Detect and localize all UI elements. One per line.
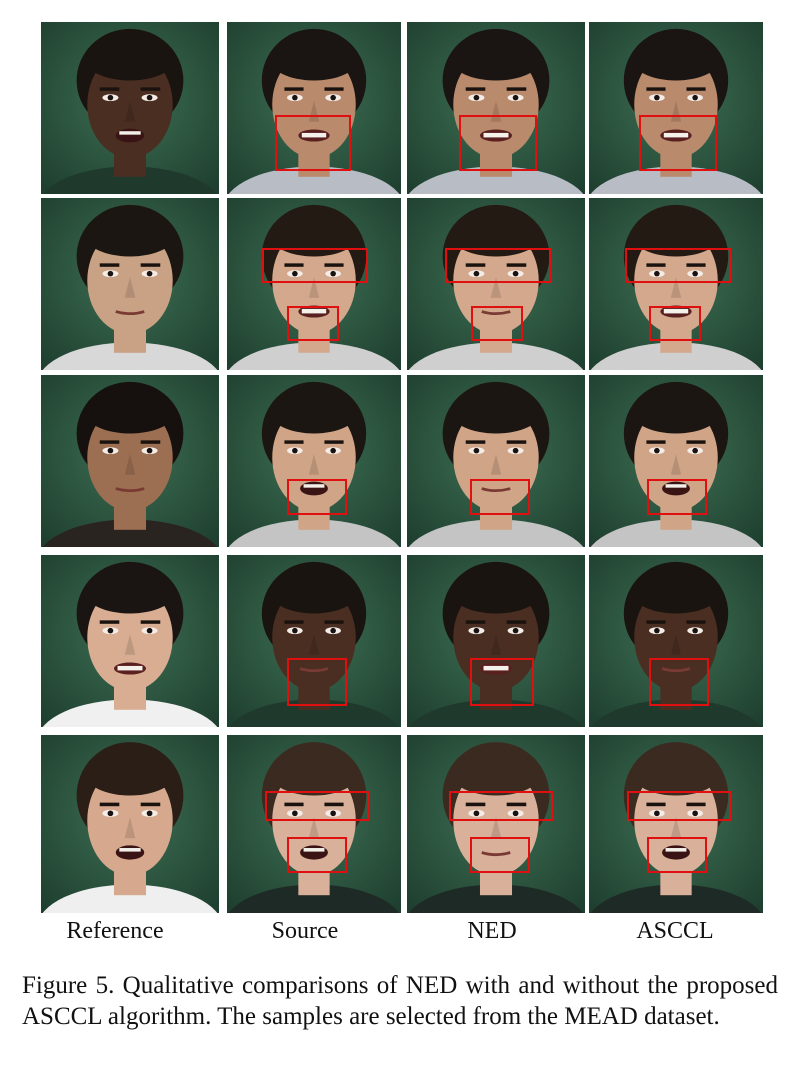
face-illustration	[227, 22, 401, 194]
highlight-box	[471, 306, 523, 341]
face-image-asccl	[589, 22, 763, 194]
face-image-source	[227, 198, 401, 370]
highlight-box	[649, 306, 701, 341]
face-illustration	[227, 198, 401, 370]
face-image-reference	[41, 375, 219, 547]
face-image-asccl	[589, 198, 763, 370]
highlight-box	[287, 837, 347, 873]
highlight-box	[625, 248, 731, 283]
highlight-box	[639, 115, 717, 171]
face-illustration	[407, 735, 585, 913]
face-illustration	[41, 198, 219, 370]
face-image-asccl	[589, 555, 763, 727]
face-image-ned	[407, 22, 585, 194]
face-illustration	[227, 555, 401, 727]
face-illustration	[41, 555, 219, 727]
face-image-source	[227, 735, 401, 913]
face-illustration	[589, 555, 763, 727]
face-illustration	[407, 22, 585, 194]
highlight-box	[445, 248, 551, 283]
highlight-box	[470, 658, 534, 706]
face-image-ned	[407, 555, 585, 727]
face-illustration	[41, 375, 219, 547]
face-illustration	[227, 735, 401, 913]
face-illustration	[407, 555, 585, 727]
highlight-box	[287, 306, 339, 341]
face-image-source	[227, 22, 401, 194]
highlight-box	[275, 115, 351, 171]
face-illustration	[227, 375, 401, 547]
face-image-ned	[407, 735, 585, 913]
highlight-box	[459, 115, 537, 171]
highlight-box	[470, 479, 530, 515]
highlight-box	[265, 791, 369, 821]
face-image-ned	[407, 198, 585, 370]
face-illustration	[41, 22, 219, 194]
highlight-box	[647, 479, 707, 515]
highlight-box	[287, 479, 347, 515]
face-image-asccl	[589, 375, 763, 547]
column-label-asccl: ASCCL	[636, 918, 714, 944]
highlight-box	[647, 837, 707, 873]
highlight-box	[649, 658, 709, 706]
face-illustration	[407, 198, 585, 370]
face-illustration	[41, 735, 219, 913]
face-illustration	[589, 735, 763, 913]
face-illustration	[407, 375, 585, 547]
column-label-source: Source	[271, 918, 339, 944]
face-illustration	[589, 22, 763, 194]
face-image-ned	[407, 375, 585, 547]
face-image-asccl	[589, 735, 763, 913]
highlight-box	[262, 248, 368, 283]
highlight-box	[470, 837, 530, 873]
highlight-box	[627, 791, 731, 821]
column-label-reference: Reference	[66, 918, 164, 944]
highlight-box	[449, 791, 553, 821]
figure-grid	[41, 22, 763, 913]
highlight-box	[287, 658, 347, 706]
figure-caption: Figure 5. Qualitative comparisons of NED…	[22, 972, 778, 1030]
face-image-reference	[41, 198, 219, 370]
face-illustration	[589, 198, 763, 370]
column-label-ned: NED	[467, 918, 517, 944]
face-image-reference	[41, 22, 219, 194]
face-illustration	[589, 375, 763, 547]
face-image-source	[227, 375, 401, 547]
face-image-reference	[41, 735, 219, 913]
face-image-source	[227, 555, 401, 727]
face-image-reference	[41, 555, 219, 727]
